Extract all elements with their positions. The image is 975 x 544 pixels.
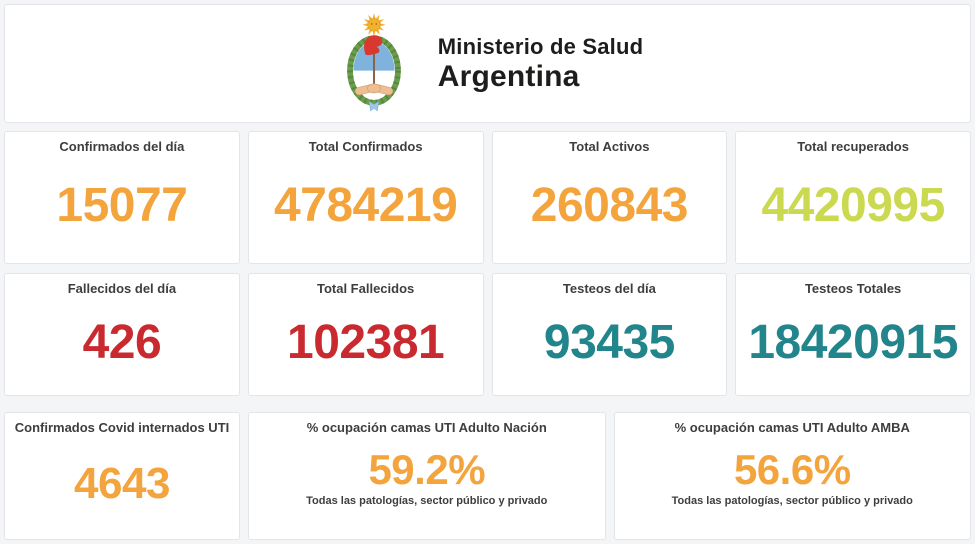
stat-card-total-activos: Total Activos 260843 bbox=[491, 131, 728, 264]
stat-value-wrap: 4643 bbox=[74, 435, 170, 533]
ministry-title: Ministerio de Salud bbox=[437, 33, 644, 59]
stat-value: 59.2% bbox=[368, 446, 486, 493]
stat-label: Confirmados Covid internados UTI bbox=[14, 420, 230, 435]
stat-label: % ocupación camas UTI Adulto Nación bbox=[306, 420, 547, 435]
stat-value: 15077 bbox=[56, 178, 188, 232]
stat-label: Testeos del día bbox=[562, 281, 656, 296]
stat-label: Total Confirmados bbox=[308, 139, 423, 154]
stat-value-wrap: 56.6% Todas las patologías, sector públi… bbox=[672, 435, 913, 533]
stat-subtitle: Todas las patologías, sector público y p… bbox=[671, 495, 913, 507]
stat-label: Total Fallecidos bbox=[316, 281, 415, 296]
stat-value: 93435 bbox=[543, 315, 675, 369]
header-text: Ministerio de Salud Argentina bbox=[438, 34, 644, 94]
stat-card-total-recuperados: Total recuperados 4420995 bbox=[735, 131, 971, 264]
stat-value: 426 bbox=[82, 315, 162, 369]
stat-card-uti-ocupacion-amba: % ocupación camas UTI Adulto AMBA 56.6% … bbox=[613, 412, 971, 540]
stat-value-wrap: 15077 bbox=[56, 154, 187, 257]
stat-value: 260843 bbox=[530, 178, 689, 232]
stat-label: Confirmados del día bbox=[59, 139, 185, 154]
country-title: Argentina bbox=[437, 59, 580, 93]
argentina-coat-of-arms-icon bbox=[346, 13, 401, 112]
stat-card-total-fallecidos: Total Fallecidos 102381 bbox=[247, 273, 484, 396]
stat-value-wrap: 4420995 bbox=[761, 154, 945, 257]
stat-value-wrap: 59.2% Todas las patologías, sector públi… bbox=[306, 435, 547, 533]
stat-card-uti-ocupacion-nacion: % ocupación camas UTI Adulto Nación 59.2… bbox=[248, 412, 606, 540]
stat-value-wrap: 93435 bbox=[544, 296, 675, 389]
stat-card-fallecidos-dia: Fallecidos del día 426 bbox=[4, 273, 240, 396]
stats-row-1: Confirmados del día 15077 Total Confirma… bbox=[4, 131, 971, 264]
stat-card-uti-internados: Confirmados Covid internados UTI 4643 bbox=[4, 412, 240, 540]
stat-label: % ocupación camas UTI Adulto AMBA bbox=[674, 420, 910, 435]
stat-value: 4643 bbox=[74, 459, 170, 508]
stat-value-wrap: 102381 bbox=[287, 296, 445, 389]
stat-value-wrap: 426 bbox=[83, 296, 162, 389]
stat-label: Testeos Totales bbox=[804, 281, 902, 296]
stats-row-3: Confirmados Covid internados UTI 4643 % … bbox=[4, 412, 971, 540]
stat-value: 18420915 bbox=[748, 315, 958, 369]
stat-value: 4420995 bbox=[761, 178, 945, 232]
stat-card-testeos-dia: Testeos del día 93435 bbox=[491, 273, 728, 396]
stat-label: Fallecidos del día bbox=[67, 281, 177, 296]
stat-label: Total Activos bbox=[569, 139, 650, 154]
stat-value-wrap: 4784219 bbox=[273, 154, 458, 257]
stat-label: Total recuperados bbox=[797, 139, 909, 154]
stat-card-confirmados-dia: Confirmados del día 15077 bbox=[4, 131, 240, 264]
stat-value: 56.6% bbox=[733, 446, 851, 493]
stat-value: 102381 bbox=[287, 315, 445, 369]
stat-card-total-confirmados: Total Confirmados 4784219 bbox=[247, 131, 484, 264]
stat-value: 4784219 bbox=[273, 178, 458, 232]
stat-card-testeos-totales: Testeos Totales 18420915 bbox=[735, 273, 971, 396]
stat-value-wrap: 260843 bbox=[530, 154, 689, 257]
stat-value-wrap: 18420915 bbox=[748, 296, 958, 389]
stats-row-2: Fallecidos del día 426 Total Fallecidos … bbox=[4, 273, 971, 396]
header: Ministerio de Salud Argentina bbox=[4, 4, 971, 123]
stat-subtitle: Todas las patologías, sector público y p… bbox=[306, 495, 548, 507]
